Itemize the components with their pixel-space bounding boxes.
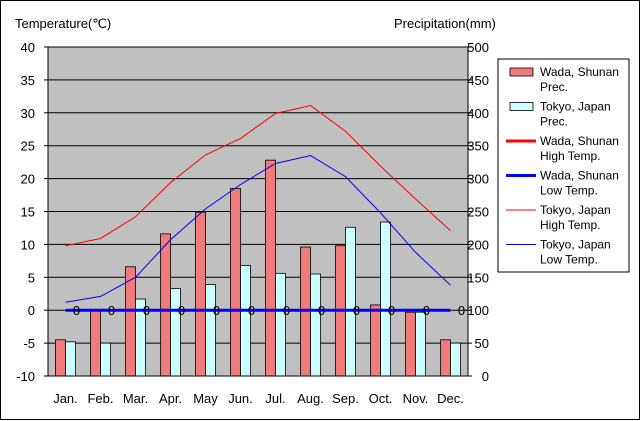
wada-prec-bar-5 bbox=[195, 211, 206, 377]
right-axis-title: Precipitation(mm) bbox=[394, 16, 496, 31]
tokyo-prec-bar-5 bbox=[205, 284, 216, 377]
left-tick-label: 5 bbox=[28, 270, 35, 285]
right-tick-label: 300 bbox=[467, 172, 489, 187]
legend-label: Low Temp. bbox=[540, 184, 598, 198]
tokyo-high-line bbox=[65, 105, 451, 247]
tokyo-prec-bar-9 bbox=[345, 226, 356, 377]
tokyo-low-line bbox=[65, 155, 451, 303]
tokyo-prec-bar-10 bbox=[380, 221, 391, 377]
zero-marker-label: 0 bbox=[388, 303, 395, 318]
left-tick-label: -10 bbox=[16, 369, 35, 384]
right-tick-label: 50 bbox=[475, 336, 489, 351]
wada-prec-bar-3 bbox=[125, 266, 136, 377]
wada-prec-bar-2 bbox=[90, 309, 101, 377]
x-tick-label: Jun. bbox=[228, 391, 253, 406]
plot-area: 0 0 0 0 0 0 0 0 0 0 0 04035302520151050-5-105004504… bbox=[16, 40, 489, 406]
legend-label: High Temp. bbox=[540, 218, 600, 232]
wada-prec-bar-7 bbox=[265, 159, 276, 377]
legend-label: Tokyo, Japan bbox=[540, 238, 611, 252]
legend-swatch bbox=[509, 102, 534, 111]
wada-prec-bar-4 bbox=[160, 233, 171, 377]
tokyo-prec-bar-4 bbox=[170, 288, 181, 377]
tokyo-prec-bar-7 bbox=[275, 272, 286, 377]
legend-label: Tokyo, Japan bbox=[540, 203, 611, 217]
left-tick-label: 20 bbox=[21, 172, 35, 187]
wada-prec-bar-10 bbox=[370, 304, 381, 377]
left-tick-label: -5 bbox=[23, 336, 35, 351]
wada-prec-bar-6 bbox=[230, 188, 241, 377]
left-tick-label: 15 bbox=[21, 205, 35, 220]
legend-label: Prec. bbox=[540, 80, 568, 94]
left-tick-label: 30 bbox=[21, 106, 35, 121]
legend-swatch bbox=[509, 67, 534, 77]
tokyo-prec-bar-12 bbox=[450, 342, 461, 377]
x-tick-label: Jan. bbox=[53, 391, 78, 406]
zero-marker-label: 0 bbox=[318, 303, 325, 318]
x-tick-label: Nov. bbox=[403, 391, 429, 406]
zero-marker-label: 0 bbox=[178, 303, 185, 318]
x-tick-label: Dec. bbox=[437, 391, 464, 406]
left-tick-label: 25 bbox=[21, 139, 35, 154]
tokyo-prec-bar-8 bbox=[310, 273, 321, 377]
zero-marker-label: 0 bbox=[108, 303, 115, 318]
x-tick-label: Oct. bbox=[369, 391, 393, 406]
legend-label: Wada, Shunan bbox=[540, 65, 619, 79]
tokyo-prec-bar-11 bbox=[415, 311, 426, 377]
legend-box bbox=[497, 58, 630, 273]
legend-label: Tokyo, Japan bbox=[540, 100, 611, 114]
right-tick-label: 400 bbox=[467, 106, 489, 121]
legend-label: Wada, Shunan bbox=[540, 134, 619, 148]
legend-label: Prec. bbox=[540, 115, 568, 129]
left-axis-title: Temperature(℃) bbox=[15, 16, 111, 31]
right-tick-label: 350 bbox=[467, 139, 489, 154]
zero-marker-label: 0 bbox=[458, 303, 465, 318]
left-tick-label: 40 bbox=[21, 40, 35, 55]
zero-marker-label: 0 bbox=[353, 303, 360, 318]
x-tick-label: Apr. bbox=[159, 391, 182, 406]
right-tick-label: 500 bbox=[467, 40, 489, 55]
tokyo-prec-bar-6 bbox=[240, 265, 251, 377]
tokyo-prec-bar-1 bbox=[65, 341, 76, 377]
left-tick-label: 35 bbox=[21, 73, 35, 88]
left-tick-label: 0 bbox=[28, 303, 35, 318]
zero-marker-label: 0 bbox=[423, 303, 430, 318]
zero-marker-label: 0 bbox=[248, 303, 255, 318]
right-tick-label: 150 bbox=[467, 270, 489, 285]
legend-label: Wada, Shunan bbox=[540, 169, 619, 183]
wada-prec-bar-12 bbox=[440, 339, 451, 377]
legend-label: High Temp. bbox=[540, 149, 600, 163]
x-tick-label: Aug. bbox=[297, 391, 324, 406]
tokyo-prec-bar-2 bbox=[100, 342, 111, 377]
zero-marker-label: 0 bbox=[143, 303, 150, 318]
legend-label: Low Temp. bbox=[540, 253, 598, 267]
wada-prec-bar-11 bbox=[405, 311, 416, 377]
left-tick-label: 10 bbox=[21, 237, 35, 252]
wada-prec-bar-1 bbox=[55, 339, 66, 377]
zero-marker-label: 0 bbox=[73, 303, 80, 318]
right-tick-label: 200 bbox=[467, 237, 489, 252]
right-tick-label: 100 bbox=[467, 303, 489, 318]
right-tick-label: 0 bbox=[482, 369, 489, 384]
x-tick-label: Jul. bbox=[265, 391, 285, 406]
right-tick-label: 250 bbox=[467, 205, 489, 220]
zero-marker-label: 0 bbox=[283, 303, 290, 318]
zero-marker-label: 0 bbox=[213, 303, 220, 318]
x-tick-label: Mar. bbox=[123, 391, 148, 406]
x-tick-label: May bbox=[193, 391, 218, 406]
right-tick-label: 450 bbox=[467, 73, 489, 88]
x-tick-label: Feb. bbox=[87, 391, 113, 406]
x-tick-label: Sep. bbox=[332, 391, 359, 406]
